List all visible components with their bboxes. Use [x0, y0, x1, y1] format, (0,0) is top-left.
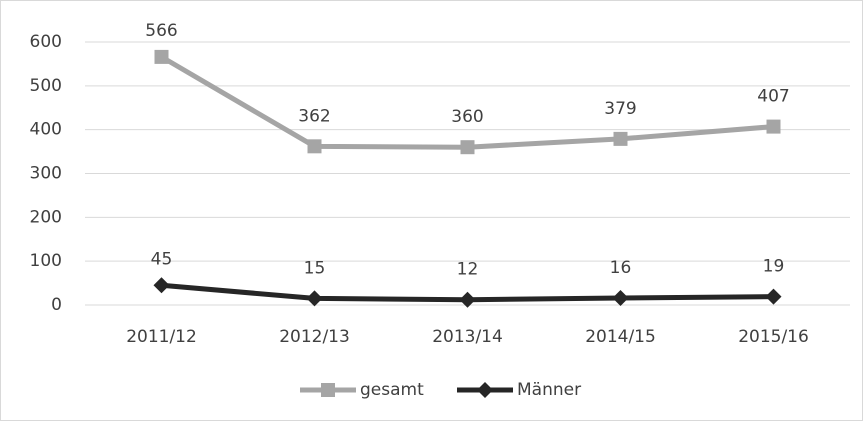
- y-tick-label: 500: [30, 76, 62, 96]
- legend-marker: [321, 383, 335, 397]
- data-label: 19: [763, 257, 785, 277]
- data-label: 362: [298, 106, 330, 126]
- x-tick-label: 2013/14: [432, 327, 503, 347]
- y-tick-label: 200: [30, 207, 62, 227]
- y-tick-label: 0: [51, 295, 62, 315]
- data-label: 12: [457, 260, 479, 280]
- point-marker: [459, 291, 476, 308]
- data-label: 407: [757, 87, 789, 107]
- point-marker: [765, 288, 782, 305]
- y-tick-label: 600: [30, 32, 62, 52]
- point-marker: [154, 49, 169, 64]
- data-label: 360: [451, 107, 483, 127]
- data-label: 15: [304, 258, 326, 278]
- y-tick-label: 300: [30, 164, 62, 184]
- y-tick-label: 400: [30, 120, 62, 140]
- point-marker: [153, 277, 170, 294]
- x-tick-label: 2012/13: [279, 327, 350, 347]
- point-marker: [613, 131, 628, 146]
- data-label: 45: [151, 249, 173, 269]
- point-marker: [612, 289, 629, 306]
- x-tick-label: 2015/16: [738, 327, 809, 347]
- data-label: 566: [145, 21, 177, 41]
- legend-label: gesamt: [360, 380, 424, 400]
- point-marker: [460, 140, 475, 155]
- x-tick-label: 2014/15: [585, 327, 656, 347]
- data-label: 16: [610, 258, 632, 278]
- point-marker: [307, 139, 322, 154]
- point-marker: [766, 119, 781, 134]
- x-tick-label: 2011/12: [126, 327, 197, 347]
- y-tick-label: 100: [30, 251, 62, 271]
- legend-marker: [477, 382, 493, 398]
- legend-label: Männer: [517, 380, 581, 400]
- data-label: 379: [604, 99, 636, 119]
- point-marker: [306, 290, 323, 307]
